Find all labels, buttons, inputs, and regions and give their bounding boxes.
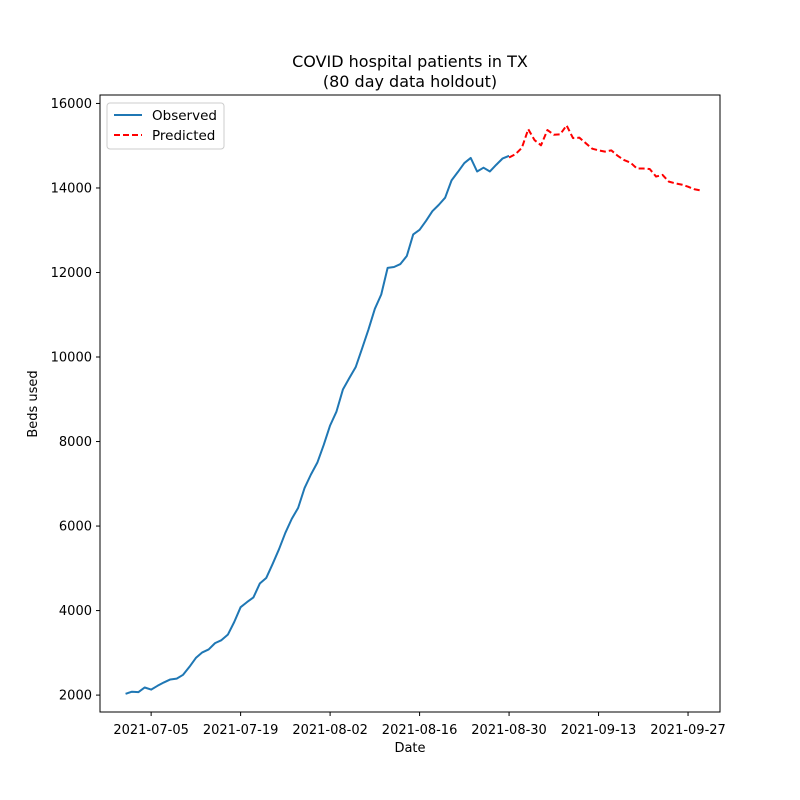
y-axis-label: Beds used bbox=[26, 370, 41, 437]
series-line-predicted bbox=[508, 124, 702, 192]
x-tick-label: 2021-07-05 bbox=[113, 723, 189, 738]
x-axis: 2021-07-05 2021-07-19 2021-08-02 2021-08-16… bbox=[113, 712, 726, 738]
plot-frame bbox=[99, 94, 721, 713]
x-tick-label: 2021-08-02 bbox=[292, 723, 368, 738]
y-tick-label: 4000 bbox=[59, 604, 92, 619]
legend: Observed Predicted bbox=[106, 102, 225, 150]
x-tick-label: 2021-09-13 bbox=[561, 723, 637, 738]
chart-title-line-1: COVID hospital patients in TX bbox=[292, 52, 528, 71]
x-tick-label: 2021-08-16 bbox=[382, 723, 458, 738]
y-tick-label: 12000 bbox=[51, 266, 92, 281]
y-tick-label: 8000 bbox=[59, 435, 92, 450]
plot-area bbox=[99, 94, 721, 713]
series-line-observed bbox=[125, 154, 510, 695]
y-tick-label: 2000 bbox=[59, 689, 92, 704]
chart-title-line-2: (80 day data holdout) bbox=[323, 72, 497, 91]
x-tick-label: 2021-07-19 bbox=[203, 723, 279, 738]
x-tick-label: 2021-08-30 bbox=[471, 723, 547, 738]
x-tick-label: 2021-09-27 bbox=[650, 723, 726, 738]
legend-label-predicted: Predicted bbox=[152, 128, 215, 144]
legend-label-observed: Observed bbox=[152, 108, 217, 124]
y-tick-label: 16000 bbox=[51, 97, 92, 112]
y-axis: 2000 4000 6000 8000 10000 12000 14000 16000 bbox=[51, 97, 100, 704]
y-tick-label: 6000 bbox=[59, 520, 92, 535]
y-tick-label: 14000 bbox=[51, 181, 92, 196]
y-tick-label: 10000 bbox=[51, 351, 92, 366]
x-axis-label: Date bbox=[394, 741, 425, 756]
